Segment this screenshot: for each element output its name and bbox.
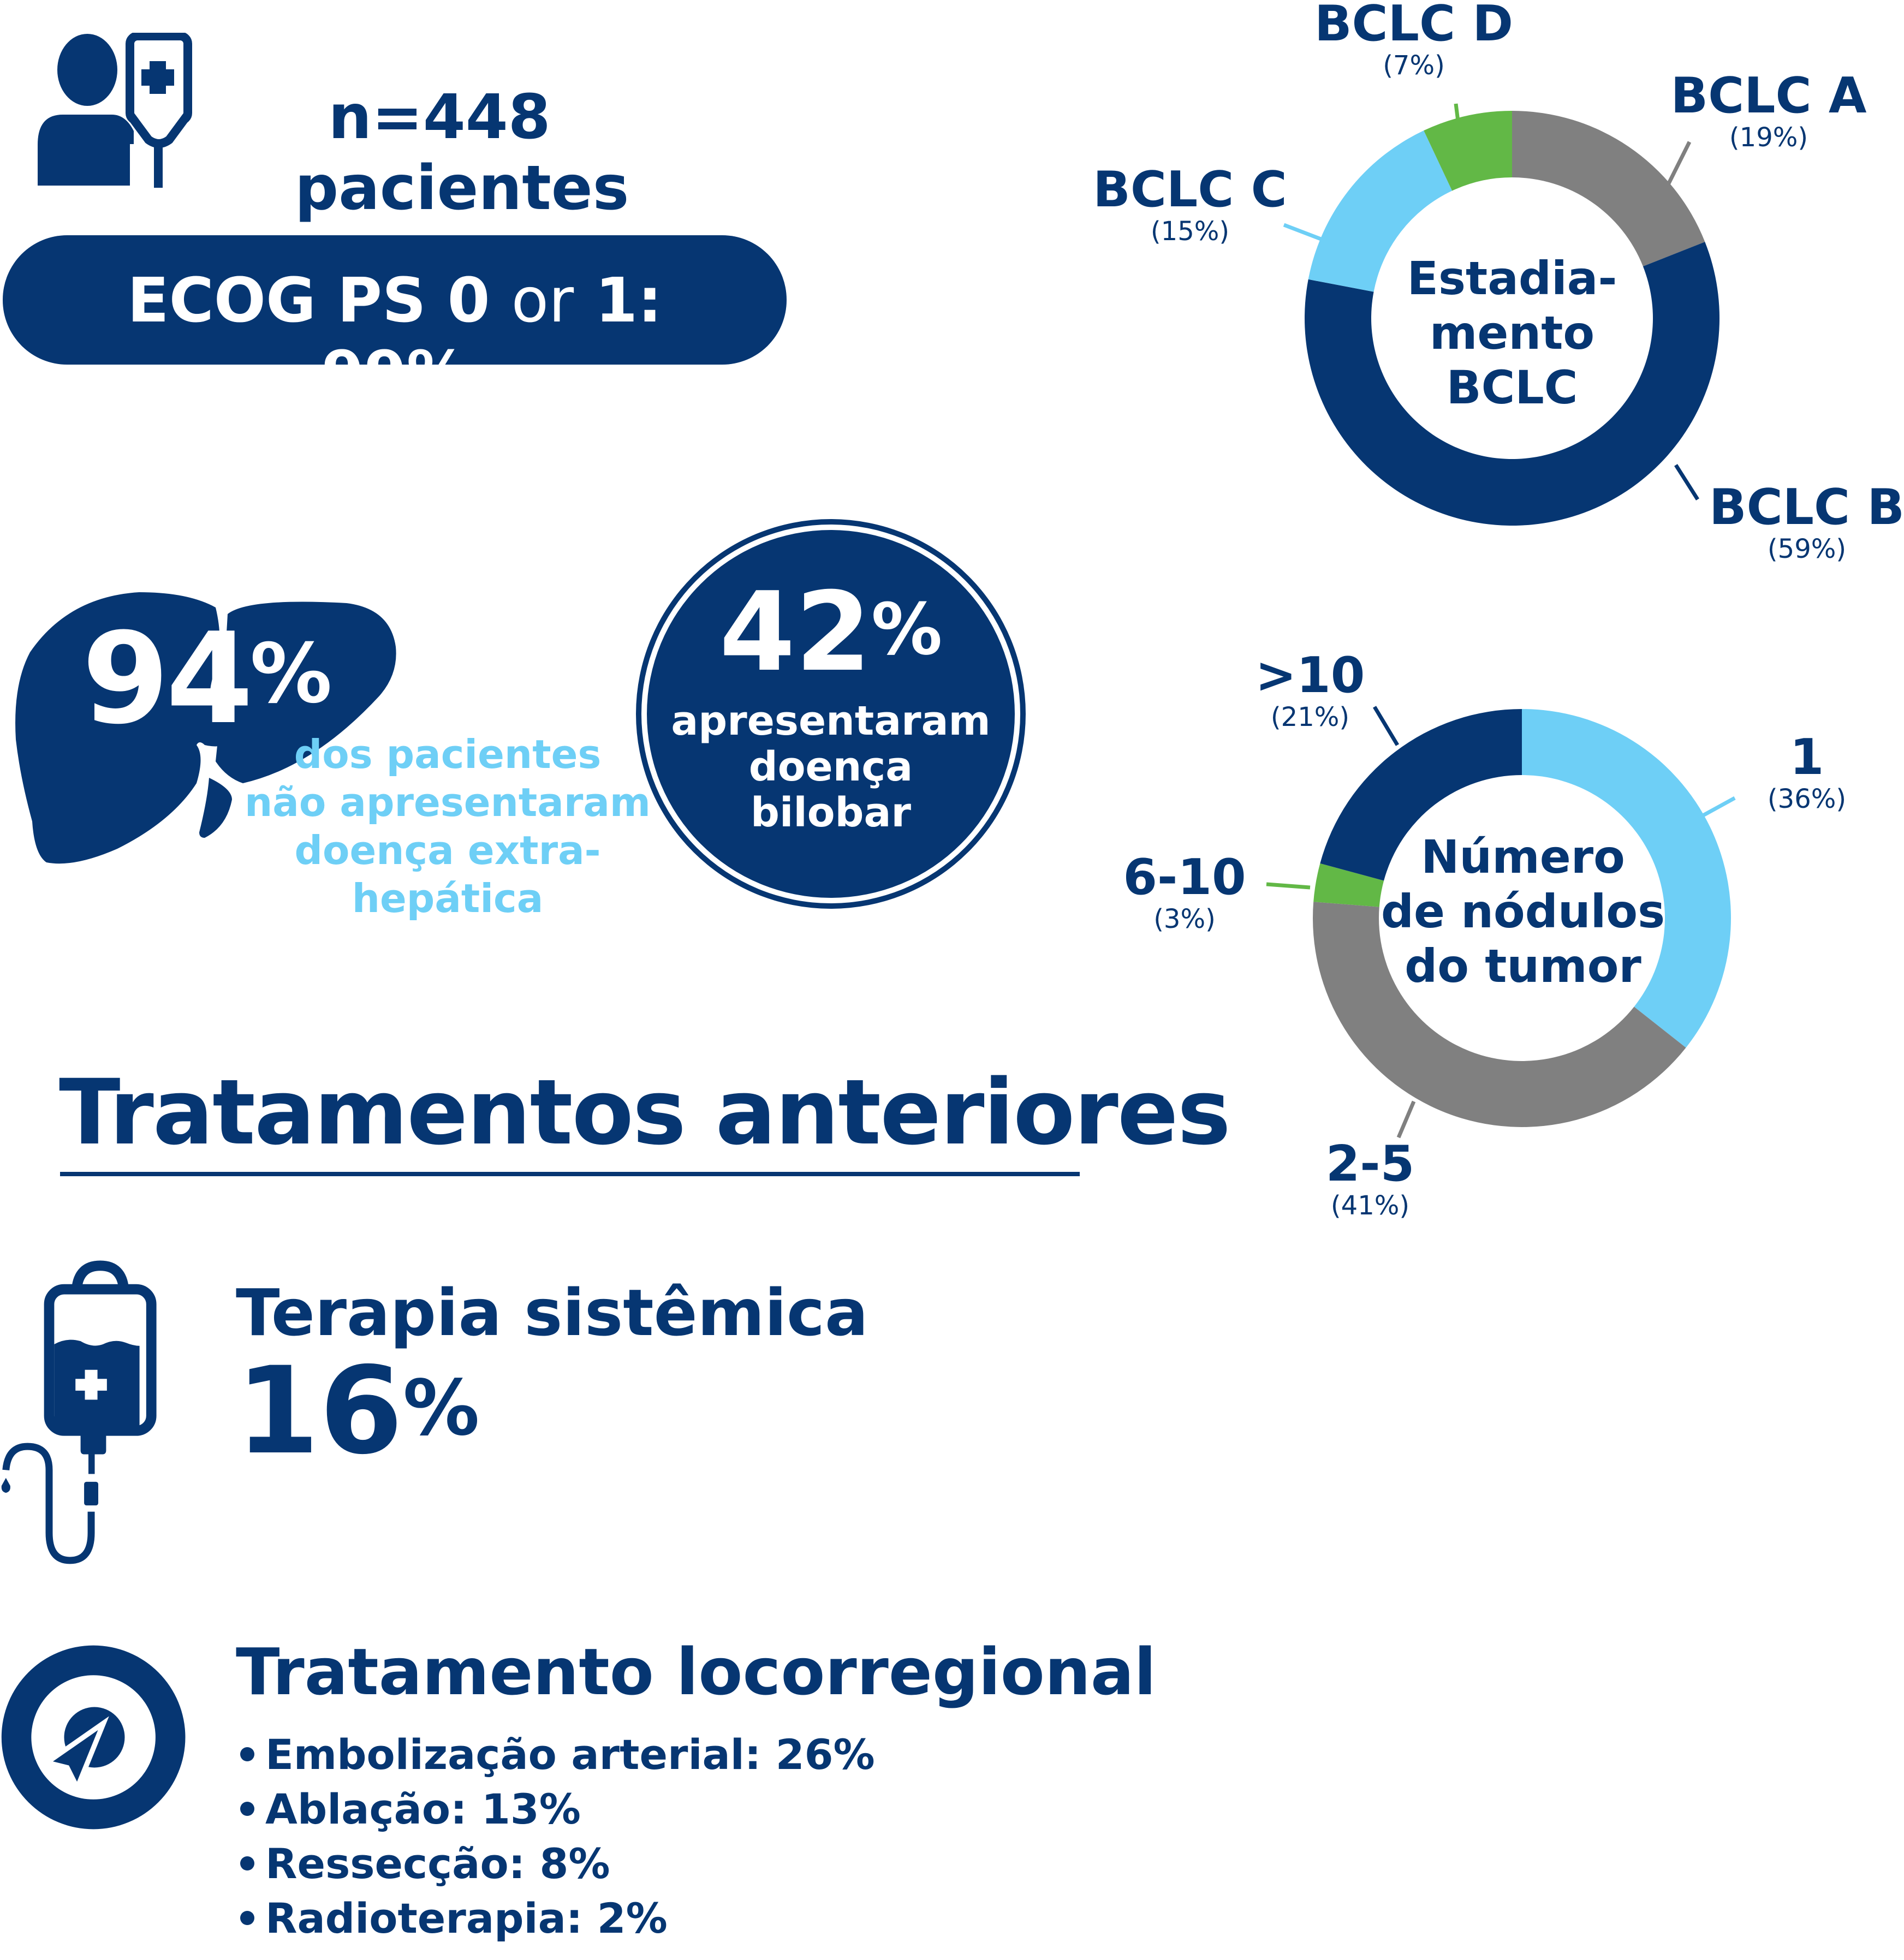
bilobar-stat-unit: %: [871, 588, 943, 671]
section-title: Tratamentos anteriores: [59, 1060, 1231, 1165]
liver-caption-line: dos pacientes: [294, 731, 602, 777]
locoregional-title: Tratamento locorregional: [236, 1634, 1156, 1709]
bclc-c-pct: (15%): [1150, 216, 1230, 247]
nodules-center-line: do tumor: [1405, 939, 1641, 993]
nodules-6-10-pct: (3%): [1153, 904, 1216, 934]
bullet-icon: [240, 1856, 254, 1870]
bullet-icon: [240, 1747, 254, 1761]
nodules-center-line: de nódulos: [1381, 885, 1665, 938]
ecog-prefix: ECOG PS 0: [127, 265, 490, 336]
bclc-a-pct: (19%): [1729, 122, 1808, 153]
bclc-a-label: BCLC A (19%): [1665, 70, 1872, 153]
bilobar-caption-line: apresentaram: [671, 698, 991, 744]
bclc-d-label: BCLC D (7%): [1310, 0, 1518, 81]
target-icon: [1, 1645, 186, 1830]
list-item-text: Radioterapia: 2%: [265, 1894, 668, 1943]
bilobar-stat-value: 42%: [647, 578, 1015, 687]
ecog-connector: or: [511, 265, 574, 336]
liver-stat-caption: dos pacientes não apresentaram doença ex…: [207, 730, 688, 922]
list-item: Ressecção: 8%: [240, 1837, 875, 1891]
ecog-suffix: 1:: [595, 265, 662, 336]
bilobar-stat-badge: 42% apresentaram doença bilobar: [647, 530, 1015, 898]
donut-segment-bclc-d: [1424, 111, 1512, 191]
nodules-center-line: Número: [1421, 830, 1625, 884]
donut-segment-bclc-c: [1308, 130, 1453, 292]
bclc-a-name: BCLC A: [1670, 67, 1867, 124]
bclc-leader-lines: [1283, 103, 1699, 501]
list-item-text: Ressecção: 8%: [265, 1839, 610, 1888]
list-item: Ablação: 13%: [240, 1782, 875, 1837]
donut-segment--10: [1320, 709, 1522, 881]
ecog-label: ECOG PS 0 or 1:: [3, 267, 787, 335]
donut-segment-bclc-a: [1512, 111, 1705, 267]
nodules-1-pct: (36%): [1767, 784, 1847, 814]
liver-caption-line: não apresentaram: [245, 779, 651, 825]
ecog-badge: ECOG PS 0 or 1: 99%: [3, 235, 787, 365]
bilobar-caption-line: bilobar: [751, 789, 911, 836]
liver-stat-value: 94%: [82, 617, 332, 742]
bclc-donut-chart: [1305, 111, 1719, 526]
nodules-6-10-label: 6-10 (3%): [1081, 849, 1288, 935]
bclc-c-label: BCLC C (15%): [1086, 164, 1294, 247]
bclc-b-label: BCLC B (59%): [1703, 479, 1904, 565]
patient-count-label: pacientes: [295, 153, 629, 224]
bilobar-caption-line: doença: [748, 743, 913, 790]
nodules-gt10-name: >10: [1255, 647, 1365, 704]
list-item-text: Embolização arterial: 26%: [265, 1730, 875, 1779]
systemic-therapy-title: Terapia sistêmica: [236, 1275, 868, 1350]
nodules-donut-chart: [1313, 709, 1731, 1127]
liver-stat-number: 94: [82, 606, 253, 752]
bullet-icon: [240, 1911, 254, 1925]
bclc-b-name: BCLC B: [1709, 479, 1904, 536]
nodules-2-5-name: 2-5: [1325, 1135, 1415, 1193]
liver-stat-unit: %: [250, 627, 332, 722]
nodules-gt10-label: >10 (21%): [1206, 647, 1414, 733]
systemic-therapy-number: 16: [236, 1341, 403, 1481]
ecog-value: 99%: [3, 340, 787, 365]
bclc-center-line: mento BCLC: [1429, 306, 1595, 414]
patient-iv-icon: [38, 33, 192, 191]
donut-segment-1: [1522, 709, 1731, 1048]
bclc-d-pct: (7%): [1383, 50, 1445, 81]
locoregional-list: Embolização arterial: 26% Ablação: 13% R…: [240, 1727, 875, 1946]
nodules-1-label: 1 (36%): [1703, 729, 1904, 815]
section-divider: [60, 1172, 1080, 1176]
nodules-center-label: Número de nódulos do tumor: [1376, 830, 1670, 993]
bilobar-stat-number: 42: [719, 569, 872, 696]
nodules-2-5-label: 2-5 (41%): [1266, 1135, 1474, 1222]
systemic-therapy-value: 16%: [236, 1348, 479, 1474]
nodules-6-10-name: 6-10: [1123, 849, 1246, 906]
nodules-leader-lines: [1266, 706, 1736, 1139]
systemic-therapy-unit: %: [403, 1364, 480, 1453]
donut-segment-bclc-b: [1305, 242, 1719, 526]
list-item-text: Ablação: 13%: [265, 1785, 581, 1833]
nodules-2-5-pct: (41%): [1330, 1190, 1410, 1221]
liver-icon: [15, 592, 396, 864]
donut-segment-6-10: [1313, 863, 1384, 907]
list-item: Radioterapia: 2%: [240, 1891, 875, 1946]
bclc-center-label: Estadia- mento BCLC: [1367, 251, 1657, 415]
liver-caption-line: doença extra-hepática: [294, 827, 601, 921]
bclc-center-line: Estadia-: [1407, 252, 1617, 305]
iv-bag-icon: [1, 1260, 157, 1564]
bullet-icon: [240, 1802, 254, 1816]
donut-segment-2-5: [1313, 902, 1686, 1127]
list-item: Embolização arterial: 26%: [240, 1727, 875, 1782]
bilobar-stat-caption: apresentaram doença bilobar: [647, 698, 1015, 836]
nodules-gt10-pct: (21%): [1270, 702, 1350, 732]
patient-count: n=448: [328, 82, 551, 153]
bclc-c-name: BCLC C: [1093, 161, 1287, 218]
bclc-d-name: BCLC D: [1314, 0, 1514, 52]
bclc-b-pct: (59%): [1767, 534, 1847, 564]
nodules-1-name: 1: [1789, 729, 1824, 786]
